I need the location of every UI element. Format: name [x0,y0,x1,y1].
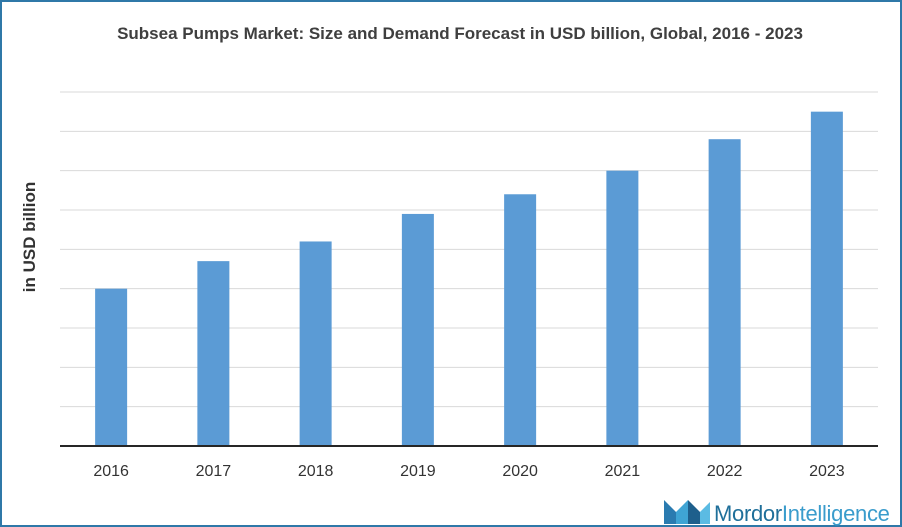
bar-2016 [95,288,128,446]
x-tick-labels: 2016 2017 2018 2019 2020 2021 2022 2023 [93,463,844,480]
x-tick-label-2019: 2019 [400,463,436,480]
x-tick-label-2021: 2021 [605,463,641,480]
mordor-intelligence-logo: MordorIntelligence [662,496,898,526]
bar-2023 [810,111,843,447]
gridlines [60,91,878,408]
x-tick-label-2022: 2022 [707,463,743,480]
bar-2018 [299,241,332,446]
logo-name-light: Intelligence [781,501,890,526]
bar-2019 [401,213,434,446]
logo-wordmark: MordorIntelligence [714,501,890,527]
bars [95,111,843,447]
x-tick-label-2018: 2018 [298,463,334,480]
x-tick-label-2016: 2016 [93,463,129,480]
bar-2020 [504,194,537,446]
x-tick-label-2017: 2017 [196,463,232,480]
bar-2017 [197,261,230,446]
bar-2022 [708,139,741,446]
logo-name-bold: Mordor [714,501,782,526]
x-tick-label-2023: 2023 [809,463,845,480]
chart-title: Subsea Pumps Market: Size and Demand For… [117,24,803,43]
mordor-logo-icon [664,500,710,524]
x-tick-label-2020: 2020 [502,463,538,480]
bar-2021 [606,170,639,446]
